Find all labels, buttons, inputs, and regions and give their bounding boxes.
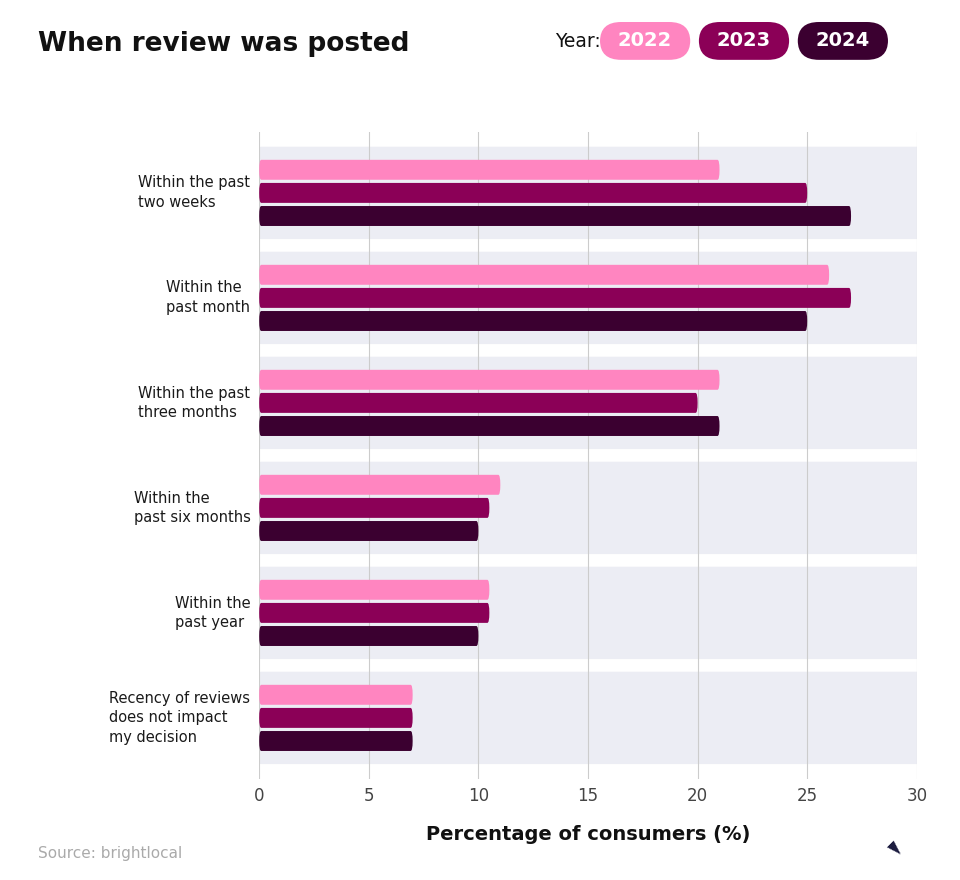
FancyBboxPatch shape: [254, 356, 930, 449]
FancyBboxPatch shape: [259, 498, 490, 517]
FancyBboxPatch shape: [254, 567, 930, 659]
Text: ►: ►: [883, 837, 907, 861]
FancyBboxPatch shape: [259, 580, 490, 600]
FancyBboxPatch shape: [259, 521, 478, 541]
FancyBboxPatch shape: [259, 685, 413, 705]
FancyBboxPatch shape: [259, 731, 413, 751]
Text: Within the
past year: Within the past year: [175, 596, 251, 630]
FancyBboxPatch shape: [259, 370, 720, 390]
FancyBboxPatch shape: [259, 311, 807, 331]
FancyBboxPatch shape: [259, 206, 852, 226]
FancyBboxPatch shape: [254, 462, 930, 554]
Text: Within the past
three months: Within the past three months: [138, 385, 251, 421]
FancyBboxPatch shape: [259, 475, 500, 495]
FancyBboxPatch shape: [259, 708, 413, 728]
Text: Recency of reviews
does not impact
my decision: Recency of reviews does not impact my de…: [109, 691, 251, 745]
FancyBboxPatch shape: [254, 147, 930, 239]
FancyBboxPatch shape: [259, 160, 720, 180]
Text: 2022: 2022: [618, 32, 672, 50]
FancyBboxPatch shape: [259, 288, 852, 308]
Text: Source: brightlocal: Source: brightlocal: [38, 846, 182, 861]
FancyBboxPatch shape: [259, 416, 720, 436]
Text: 2023: 2023: [717, 32, 771, 50]
FancyBboxPatch shape: [254, 671, 930, 764]
FancyBboxPatch shape: [259, 626, 478, 646]
FancyBboxPatch shape: [259, 393, 698, 413]
Text: When review was posted: When review was posted: [38, 31, 410, 57]
Text: Within the
past month: Within the past month: [166, 281, 251, 315]
FancyBboxPatch shape: [254, 252, 930, 344]
FancyBboxPatch shape: [259, 265, 829, 285]
Text: Within the past
two weeks: Within the past two weeks: [138, 175, 251, 210]
X-axis label: Percentage of consumers (%): Percentage of consumers (%): [426, 825, 750, 844]
FancyBboxPatch shape: [259, 183, 807, 203]
Text: 2024: 2024: [816, 32, 870, 50]
Text: Year:: Year:: [555, 32, 601, 51]
Text: Within the
past six months: Within the past six months: [133, 490, 251, 525]
FancyBboxPatch shape: [259, 603, 490, 623]
